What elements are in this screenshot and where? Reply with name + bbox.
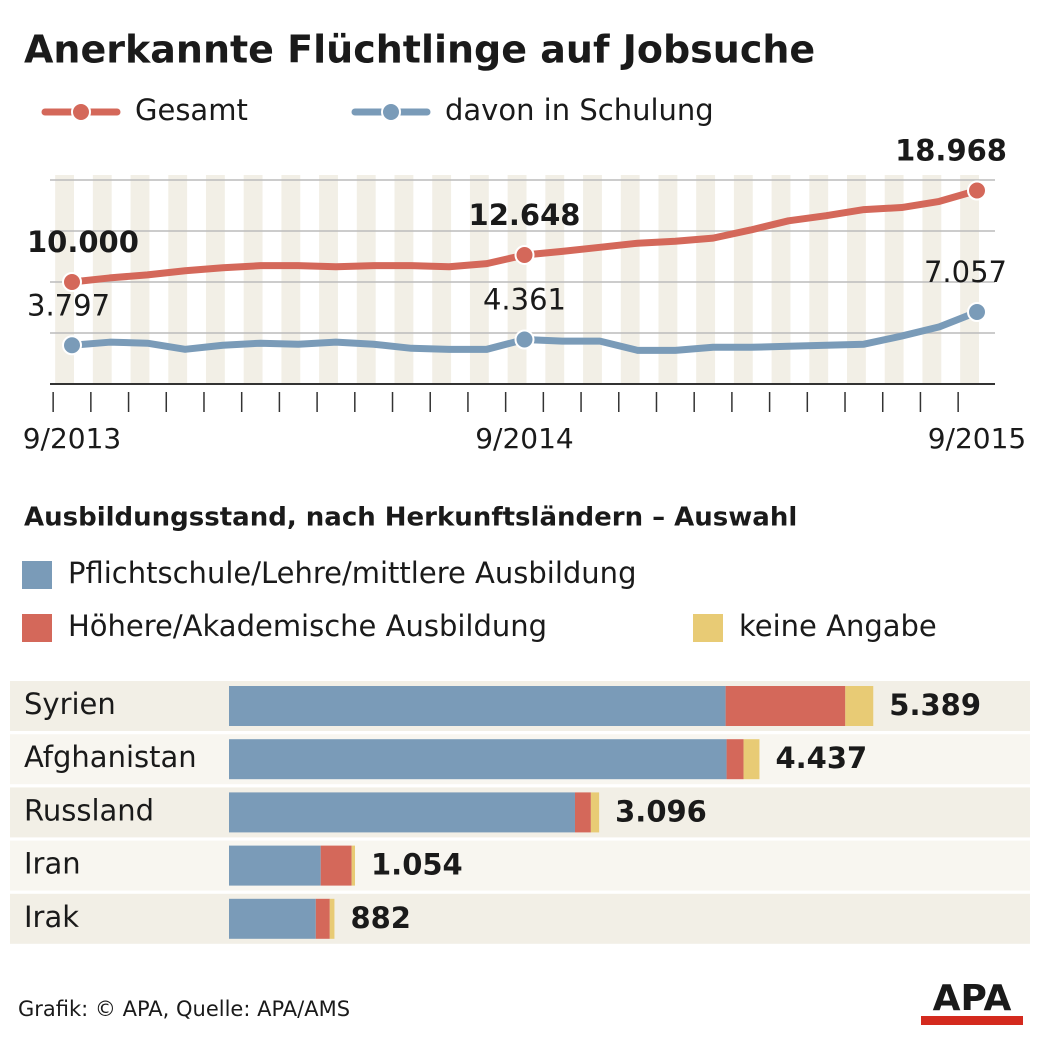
data-point	[62, 272, 82, 292]
row-background	[10, 893, 1030, 944]
bar-segment	[845, 686, 874, 726]
background-stripe	[356, 175, 376, 384]
bar-segment	[726, 739, 744, 780]
bar-segment	[329, 898, 335, 939]
data-point	[514, 244, 535, 265]
y-tick-label: Russland	[24, 793, 154, 827]
total-label: 882	[350, 901, 411, 935]
background-stripe	[469, 175, 489, 384]
background-stripe	[583, 175, 602, 384]
background-stripe	[847, 175, 866, 384]
legend-label: Gesamt	[135, 93, 248, 127]
data-label: 4.361	[483, 283, 566, 317]
total-label: 1.054	[371, 848, 463, 882]
background-stripe	[432, 175, 452, 384]
legend-marker	[71, 102, 91, 122]
data-label: 7.057	[924, 255, 1007, 289]
background-stripe	[884, 175, 904, 384]
background-stripe	[319, 175, 338, 384]
background-stripe	[809, 175, 829, 384]
legend-swatch	[22, 614, 52, 642]
background-stripe	[394, 175, 414, 384]
legend-swatch	[693, 614, 723, 642]
legend-marker	[381, 102, 401, 122]
y-tick-label: Iran	[24, 847, 81, 881]
data-point	[514, 329, 535, 350]
background-stripe	[658, 175, 678, 384]
background-stripe	[771, 175, 791, 384]
background-stripe	[733, 175, 753, 384]
legend-label: Höhere/Akademische Ausbildung	[68, 609, 547, 643]
x-tick-label: 9/2014	[475, 422, 574, 455]
background-stripe	[545, 175, 565, 384]
bar-segment	[315, 898, 330, 939]
data-point	[967, 180, 987, 201]
bar-segment	[590, 792, 600, 833]
bar-segment	[351, 845, 356, 886]
legend-label: keine Angabe	[739, 609, 937, 643]
data-label: 10.000	[27, 225, 139, 259]
background-stripe	[960, 175, 979, 384]
bar-segment	[725, 686, 846, 726]
bar-segment	[229, 845, 321, 886]
background-stripe	[168, 175, 188, 384]
bar-segment	[229, 898, 316, 939]
logo-bar	[921, 1016, 1023, 1025]
bar-segment	[320, 845, 352, 886]
bar-segment	[229, 686, 726, 726]
y-tick-label: Irak	[24, 900, 79, 934]
data-point	[62, 335, 82, 356]
data-label: 18.968	[895, 134, 1007, 168]
data-label: 3.797	[27, 288, 110, 322]
data-point	[967, 302, 987, 323]
legend-swatch	[22, 561, 52, 589]
background-stripe	[243, 175, 263, 384]
y-tick-label: Afghanistan	[24, 740, 197, 774]
y-tick-label: Syrien	[24, 687, 116, 721]
total-label: 4.437	[775, 741, 867, 775]
total-label: 3.096	[615, 794, 707, 828]
x-tick-label: 9/2015	[928, 422, 1027, 455]
bar-segment	[229, 739, 727, 780]
legend-label: Pflichtschule/Lehre/mittlere Ausbildung	[68, 556, 636, 590]
chart-subtitle: Ausbildungsstand, nach Herkunftsländern …	[24, 503, 797, 533]
bar-segment	[229, 792, 575, 833]
bar-segment	[574, 792, 591, 833]
background-stripe	[205, 175, 225, 384]
background-stripe	[130, 175, 150, 384]
legend-label: davon in Schulung	[445, 93, 714, 127]
data-label: 12.648	[469, 198, 581, 232]
total-label: 5.389	[889, 688, 981, 722]
background-stripe	[696, 175, 716, 384]
x-tick-label: 9/2013	[23, 422, 122, 455]
logo: APA	[933, 978, 1012, 1019]
source: Grafik: © APA, Quelle: APA/AMS	[18, 997, 350, 1021]
chart-title: Anerkannte Flüchtlinge auf Jobsuche	[24, 28, 815, 72]
bar-segment	[743, 739, 760, 780]
background-stripe	[620, 175, 640, 384]
background-stripe	[281, 175, 301, 384]
row-background	[10, 840, 1030, 891]
